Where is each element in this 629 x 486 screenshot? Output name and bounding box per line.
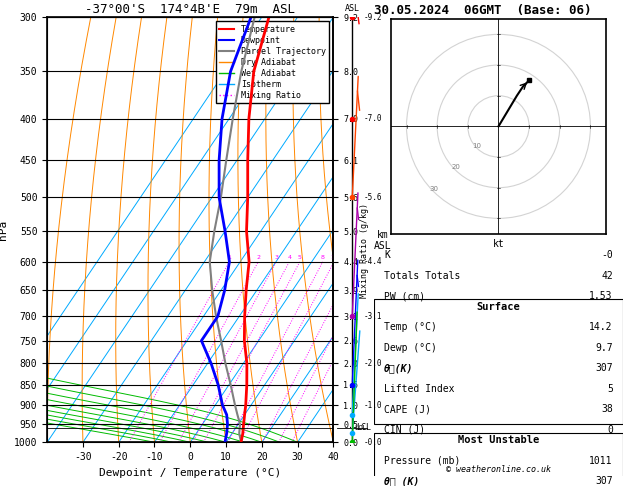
- Bar: [374, 433, 623, 486]
- Bar: [374, 299, 623, 424]
- Text: 30: 30: [430, 186, 438, 192]
- Text: 1011: 1011: [589, 456, 613, 466]
- Y-axis label: hPa: hPa: [0, 220, 8, 240]
- Text: 4: 4: [287, 255, 291, 260]
- Text: 14.2: 14.2: [589, 322, 613, 332]
- Text: -7.0: -7.0: [364, 114, 382, 123]
- Text: 5: 5: [298, 255, 302, 260]
- Text: 2: 2: [256, 255, 260, 260]
- Text: -1.0: -1.0: [364, 400, 382, 410]
- Text: 42: 42: [601, 271, 613, 280]
- Text: -0.0: -0.0: [364, 438, 382, 447]
- Text: 1.53: 1.53: [589, 291, 613, 301]
- Text: 8: 8: [321, 255, 325, 260]
- Text: -0: -0: [601, 250, 613, 260]
- Y-axis label: km
ASL: km ASL: [374, 230, 392, 251]
- Text: Totals Totals: Totals Totals: [384, 271, 460, 280]
- Text: Surface: Surface: [477, 302, 520, 312]
- Text: 15: 15: [351, 255, 359, 260]
- Text: 9.7: 9.7: [595, 343, 613, 353]
- Text: -2.0: -2.0: [364, 359, 382, 368]
- Text: km
ASL: km ASL: [345, 0, 360, 13]
- Text: -4.4: -4.4: [364, 257, 382, 266]
- Text: 38: 38: [601, 404, 613, 414]
- Text: 20: 20: [451, 164, 460, 170]
- Text: CIN (J): CIN (J): [384, 425, 425, 435]
- Text: 307: 307: [595, 476, 613, 486]
- Text: Most Unstable: Most Unstable: [458, 435, 539, 445]
- Text: θᴇ (K): θᴇ (K): [384, 476, 420, 486]
- Text: Pressure (mb): Pressure (mb): [384, 456, 460, 466]
- Text: -5.6: -5.6: [364, 193, 382, 202]
- Text: Lifted Index: Lifted Index: [384, 384, 455, 394]
- Text: 10: 10: [472, 143, 482, 149]
- Text: © weatheronline.co.uk: © weatheronline.co.uk: [446, 465, 551, 474]
- Text: 0: 0: [607, 425, 613, 435]
- Text: Mixing Ratio (g/kg): Mixing Ratio (g/kg): [360, 204, 369, 298]
- Text: Temp (°C): Temp (°C): [384, 322, 437, 332]
- Text: 307: 307: [595, 363, 613, 373]
- Text: -9.2: -9.2: [364, 13, 382, 21]
- Text: 1: 1: [227, 255, 231, 260]
- Text: CAPE (J): CAPE (J): [384, 404, 431, 414]
- X-axis label: Dewpoint / Temperature (°C): Dewpoint / Temperature (°C): [99, 468, 281, 478]
- Text: PW (cm): PW (cm): [384, 291, 425, 301]
- Text: 10: 10: [330, 255, 338, 260]
- Text: 5: 5: [607, 384, 613, 394]
- Legend: Temperature, Dewpoint, Parcel Trajectory, Dry Adiabat, Wet Adiabat, Isotherm, Mi: Temperature, Dewpoint, Parcel Trajectory…: [216, 21, 329, 104]
- Text: 30.05.2024  06GMT  (Base: 06): 30.05.2024 06GMT (Base: 06): [374, 3, 592, 17]
- X-axis label: kt: kt: [493, 239, 504, 249]
- Text: K: K: [384, 250, 390, 260]
- Text: 3: 3: [274, 255, 278, 260]
- Text: LCL: LCL: [353, 425, 367, 431]
- Title: -37°00'S  174°4B'E  79m  ASL: -37°00'S 174°4B'E 79m ASL: [86, 3, 295, 16]
- Text: LCL: LCL: [356, 423, 371, 433]
- Text: -3.1: -3.1: [364, 312, 382, 321]
- Text: θᴇ(K): θᴇ(K): [384, 363, 414, 373]
- Text: Dewp (°C): Dewp (°C): [384, 343, 437, 353]
